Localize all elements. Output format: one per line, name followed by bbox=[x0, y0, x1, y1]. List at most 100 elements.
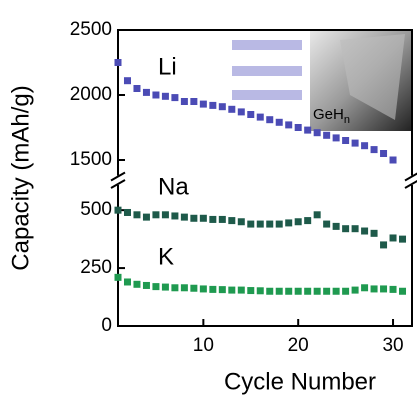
marker bbox=[209, 101, 217, 109]
marker bbox=[228, 286, 236, 294]
marker bbox=[180, 284, 188, 292]
marker bbox=[351, 225, 359, 233]
marker bbox=[228, 105, 236, 113]
marker bbox=[161, 211, 169, 219]
marker bbox=[247, 287, 255, 295]
marker bbox=[142, 88, 150, 96]
series-label: Na bbox=[158, 173, 189, 200]
marker bbox=[294, 218, 302, 226]
marker bbox=[133, 280, 141, 288]
marker bbox=[275, 118, 283, 126]
marker bbox=[266, 220, 274, 228]
marker bbox=[351, 139, 359, 147]
marker bbox=[313, 129, 321, 137]
marker bbox=[123, 77, 131, 85]
marker bbox=[361, 284, 369, 292]
marker bbox=[152, 211, 160, 219]
marker bbox=[171, 94, 179, 102]
marker bbox=[380, 285, 388, 293]
marker bbox=[351, 286, 359, 294]
marker bbox=[256, 287, 264, 295]
x-axis-label: Cycle Number bbox=[224, 368, 376, 395]
marker bbox=[380, 241, 388, 249]
marker bbox=[142, 213, 150, 221]
marker bbox=[332, 287, 340, 295]
marker bbox=[171, 212, 179, 220]
marker bbox=[304, 287, 312, 295]
marker bbox=[370, 285, 378, 293]
y-tick-label: 1500 bbox=[70, 149, 112, 170]
marker bbox=[399, 235, 407, 243]
axis-break bbox=[110, 171, 126, 182]
axis-frame bbox=[117, 29, 413, 327]
marker bbox=[190, 98, 198, 105]
marker bbox=[266, 116, 274, 124]
marker bbox=[323, 287, 331, 295]
marker bbox=[256, 220, 264, 228]
y-tick-label: 2000 bbox=[70, 84, 112, 105]
marker bbox=[123, 278, 131, 286]
marker bbox=[199, 214, 207, 222]
marker bbox=[152, 91, 160, 99]
marker bbox=[304, 217, 312, 225]
y-tick-label: 250 bbox=[80, 257, 112, 278]
marker bbox=[313, 211, 321, 219]
marker bbox=[237, 286, 245, 294]
marker bbox=[332, 134, 340, 142]
axis-break bbox=[110, 179, 126, 189]
x-tick-label: 20 bbox=[288, 335, 309, 356]
y-tick-label: 500 bbox=[80, 199, 112, 220]
marker bbox=[323, 131, 331, 139]
marker bbox=[142, 281, 150, 289]
marker bbox=[123, 208, 131, 216]
marker bbox=[133, 211, 141, 219]
inset-structure bbox=[232, 40, 302, 100]
marker bbox=[304, 126, 312, 134]
marker bbox=[171, 284, 179, 292]
marker bbox=[342, 225, 350, 233]
marker bbox=[389, 156, 397, 164]
marker bbox=[294, 287, 302, 295]
marker bbox=[313, 287, 321, 295]
series-label: K bbox=[158, 243, 174, 270]
y-tick-label: 0 bbox=[101, 315, 112, 336]
y-tick-label: 2500 bbox=[70, 19, 112, 40]
marker bbox=[237, 108, 245, 116]
marker bbox=[285, 121, 293, 129]
marker bbox=[361, 227, 369, 235]
marker bbox=[256, 113, 264, 121]
marker bbox=[180, 213, 188, 221]
marker bbox=[114, 206, 122, 214]
marker bbox=[370, 146, 378, 154]
marker bbox=[294, 124, 302, 131]
marker bbox=[389, 285, 397, 293]
marker bbox=[218, 286, 226, 294]
marker bbox=[190, 214, 198, 222]
marker bbox=[361, 142, 369, 150]
marker bbox=[275, 220, 283, 228]
marker bbox=[389, 234, 397, 242]
marker bbox=[380, 150, 388, 157]
marker bbox=[218, 215, 226, 223]
x-tick-label: 30 bbox=[382, 335, 403, 356]
marker bbox=[247, 111, 255, 118]
marker bbox=[228, 217, 236, 225]
marker bbox=[266, 287, 274, 295]
marker bbox=[237, 218, 245, 226]
marker bbox=[133, 85, 141, 92]
marker bbox=[218, 103, 226, 111]
marker bbox=[114, 273, 122, 281]
marker bbox=[209, 215, 217, 223]
marker bbox=[114, 59, 122, 66]
marker bbox=[342, 287, 350, 295]
marker bbox=[209, 285, 217, 293]
marker bbox=[152, 283, 160, 291]
marker bbox=[285, 287, 293, 295]
inset-flake bbox=[340, 34, 405, 120]
marker bbox=[180, 98, 188, 105]
marker bbox=[285, 219, 293, 227]
marker bbox=[323, 220, 331, 228]
x-tick-label: 10 bbox=[193, 335, 214, 356]
marker bbox=[199, 285, 207, 293]
